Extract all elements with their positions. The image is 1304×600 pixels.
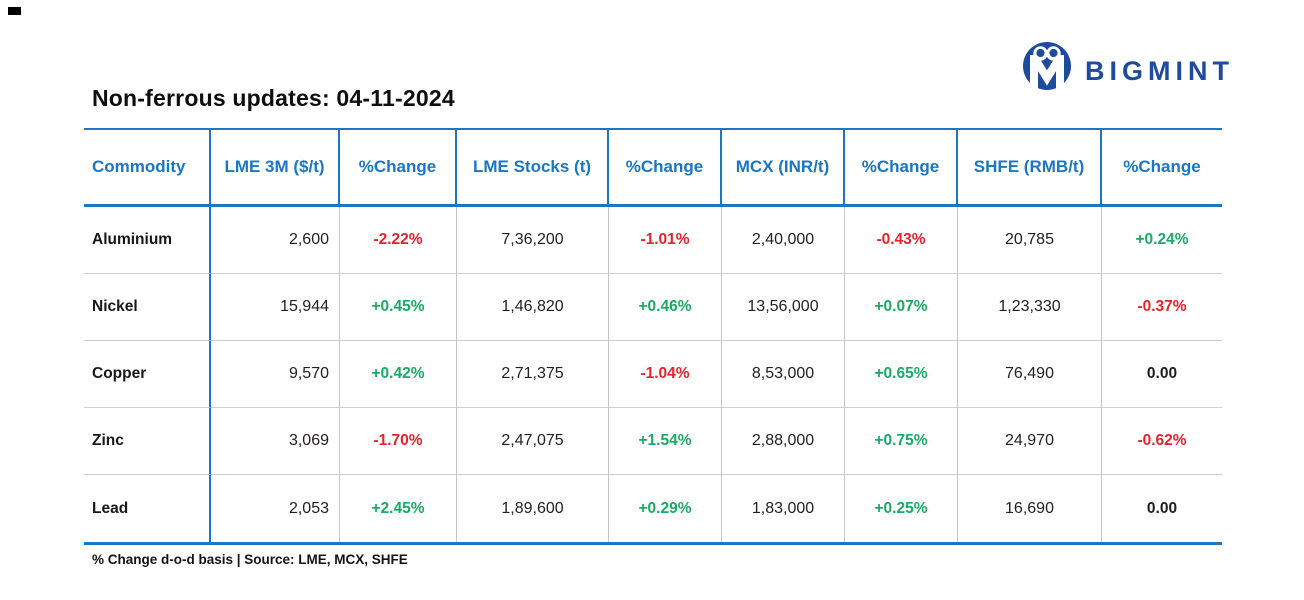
table-cell: 2,600 — [211, 207, 340, 274]
table-cell: +0.65% — [845, 341, 958, 408]
page-title: Non-ferrous updates: 04-11-2024 — [92, 85, 455, 111]
table-cell: 0.00 — [1146, 499, 1178, 517]
header-change-shfe: %Change — [1102, 130, 1222, 207]
table-cell: +0.45% — [340, 274, 457, 341]
table-cell: 15,944 — [211, 274, 340, 341]
table-cell: 16,690 — [958, 475, 1102, 542]
table-cell: +0.46% — [609, 274, 722, 341]
table-cell: 2,40,000 — [722, 207, 845, 274]
table-cell: +0.29% — [609, 475, 722, 542]
table-cell: 1,23,330 — [958, 274, 1102, 341]
table-cell: +0.07% — [845, 274, 958, 341]
table-cell: 3,069 — [211, 408, 340, 475]
header-commodity: Commodity — [84, 130, 211, 207]
table-cell: +0.42% — [340, 341, 457, 408]
table-cell: 2,71,375 — [457, 341, 609, 408]
commodity-table: Commodity LME 3M ($/t) %Change LME Stock… — [84, 128, 1222, 545]
table-cell: 1,89,600 — [457, 475, 609, 542]
table-cell: 1,83,000 — [722, 475, 845, 542]
table-cell: 2,88,000 — [722, 408, 845, 475]
table-cell: 13,56,000 — [722, 274, 845, 341]
table-cell: 1,46,820 — [457, 274, 609, 341]
table-cell: -1.01% — [609, 207, 722, 274]
header-change-lme: %Change — [340, 130, 457, 207]
table-cell: +2.45% — [340, 475, 457, 542]
table-cell: -0.62% — [1102, 408, 1222, 475]
table-cell: 20,785 — [958, 207, 1102, 274]
table-cell: -0.43% — [845, 207, 958, 274]
table-cell: Copper — [84, 341, 211, 408]
table-cell: -1.70% — [340, 408, 457, 475]
table-cell: Aluminium — [84, 207, 211, 274]
header-change-mcx: %Change — [845, 130, 958, 207]
table-cell: Lead — [84, 475, 211, 542]
table-cell: 76,490 — [958, 341, 1102, 408]
table-cell: +0.25% — [845, 475, 958, 542]
table-cell: 2,053 — [211, 475, 340, 542]
table-cell: 0.00 — [1102, 341, 1222, 408]
table-cell: Nickel — [84, 274, 211, 341]
table-cell: +0.75% — [845, 408, 958, 475]
header-mcx: MCX (INR/t) — [722, 130, 845, 207]
table-cell: 9,570 — [211, 341, 340, 408]
brand-name: BIGMINT — [1085, 56, 1234, 86]
table-cell: 8,53,000 — [722, 341, 845, 408]
table-cell: Zinc — [84, 408, 211, 475]
footer-note: % Change d-o-d basis | Source: LME, MCX,… — [92, 552, 408, 567]
header-change-stocks: %Change — [609, 130, 722, 207]
table-cell: +0.24% — [1102, 207, 1222, 274]
header-lme-3m: LME 3M ($/t) — [211, 130, 340, 207]
table-cell: +1.54% — [609, 408, 722, 475]
table-cell: -0.37% — [1102, 274, 1222, 341]
header-lme-stocks: LME Stocks (t) — [457, 130, 609, 207]
table-cell: 7,36,200 — [457, 207, 609, 274]
table-cell: -2.22% — [340, 207, 457, 274]
corner-mark — [8, 7, 21, 15]
bigmint-m-icon — [1021, 40, 1073, 103]
table-cell: 24,970 — [958, 408, 1102, 475]
header-shfe: SHFE (RMB/t) — [958, 130, 1102, 207]
table-cell: 2,47,075 — [457, 408, 609, 475]
bigmint-logo: BIGMINT — [1021, 40, 1234, 103]
table-cell: -1.04% — [609, 341, 722, 408]
